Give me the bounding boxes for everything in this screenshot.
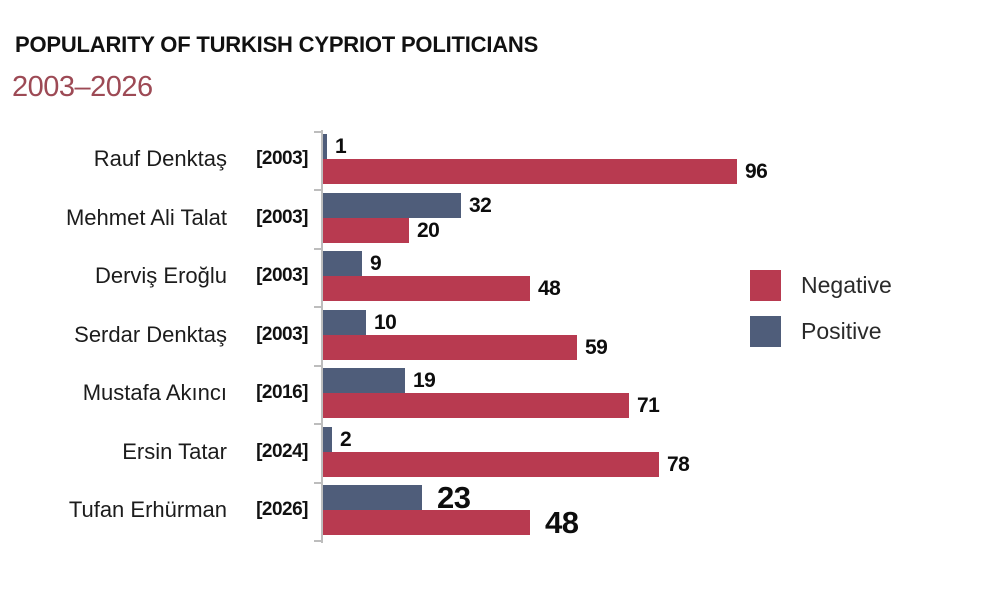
negative-bar-row: 71	[323, 393, 660, 418]
axis-tick	[314, 248, 321, 250]
politician-name: Mustafa Akıncı	[82, 380, 227, 405]
year-label: [2024]	[256, 441, 308, 462]
year-label: [2026]	[256, 499, 308, 520]
negative-bar	[323, 335, 577, 360]
value-label: 20	[417, 218, 440, 242]
negative-bar	[323, 276, 530, 301]
axis-tick	[314, 189, 321, 191]
positive-bar	[323, 251, 362, 276]
value-label: 1	[335, 134, 347, 158]
value-label: 96	[745, 159, 768, 183]
negative-bar	[323, 218, 409, 243]
legend-item-positive: Positive	[750, 316, 892, 347]
value-label: 23	[437, 479, 471, 515]
positive-bar-row: 32	[323, 193, 492, 218]
value-label: 9	[370, 251, 382, 275]
value-label: 78	[667, 452, 690, 476]
positive-bar	[323, 193, 461, 218]
negative-bar-row: 48	[323, 276, 561, 301]
axis-tick	[314, 306, 321, 308]
positive-bar	[323, 427, 332, 452]
politician-name: Ersin Tatar	[122, 439, 227, 464]
positive-bar-row: 1	[323, 134, 347, 159]
axis-tick	[314, 482, 321, 484]
value-label: 59	[585, 335, 608, 359]
negative-swatch	[750, 270, 781, 301]
value-label: 32	[469, 193, 492, 217]
positive-bar	[323, 485, 422, 510]
politician-name: Serdar Denktaş	[74, 322, 227, 347]
year-label: [2003]	[256, 324, 308, 345]
value-label: 71	[637, 393, 660, 417]
positive-bar-row: 23	[323, 480, 471, 515]
positive-bar	[323, 368, 405, 393]
politician-name: Rauf Denktaş	[93, 146, 227, 171]
value-label: 2	[340, 427, 352, 451]
positive-bar-row: 2	[323, 427, 352, 452]
chart-title: POPULARITY OF TURKISH CYPRIOT POLITICIAN…	[15, 32, 539, 57]
negative-bar	[323, 510, 530, 535]
value-label: 48	[545, 504, 579, 540]
politician-name: Derviş Eroğlu	[94, 263, 227, 288]
negative-bar	[323, 452, 659, 477]
axis-tick	[314, 540, 321, 542]
axis-tick	[314, 365, 321, 367]
positive-bar-row: 10	[323, 310, 397, 335]
value-label: 48	[538, 276, 561, 300]
positive-bar	[323, 310, 366, 335]
negative-bar-row: 78	[323, 452, 690, 477]
negative-bar-row: 96	[323, 159, 768, 184]
negative-bar-row: 59	[323, 335, 608, 360]
year-label: [2016]	[256, 382, 308, 403]
politician-name: Tufan Erhürman	[68, 497, 227, 522]
legend: Negative Positive	[750, 270, 892, 347]
value-label: 19	[413, 368, 436, 392]
negative-bar-row: 20	[323, 218, 440, 243]
negative-bar-row: 48	[323, 505, 579, 540]
negative-bar	[323, 393, 629, 418]
value-label: 10	[374, 310, 397, 334]
positive-bar	[323, 134, 327, 159]
year-label: [2003]	[256, 207, 308, 228]
politician-name: Mehmet Ali Talat	[65, 205, 227, 230]
chart-subtitle: 2003–2026	[12, 71, 153, 103]
positive-swatch	[750, 316, 781, 347]
axis-tick	[314, 131, 321, 133]
positive-bar-row: 9	[323, 251, 382, 276]
legend-item-negative: Negative	[750, 270, 892, 301]
legend-label: Positive	[801, 318, 882, 344]
axis-tick	[314, 423, 321, 425]
year-label: [2003]	[256, 265, 308, 286]
positive-bar-row: 19	[323, 368, 436, 393]
year-label: [2003]	[256, 148, 308, 169]
y-axis-line	[321, 130, 323, 543]
negative-bar	[323, 159, 737, 184]
legend-label: Negative	[801, 272, 892, 298]
